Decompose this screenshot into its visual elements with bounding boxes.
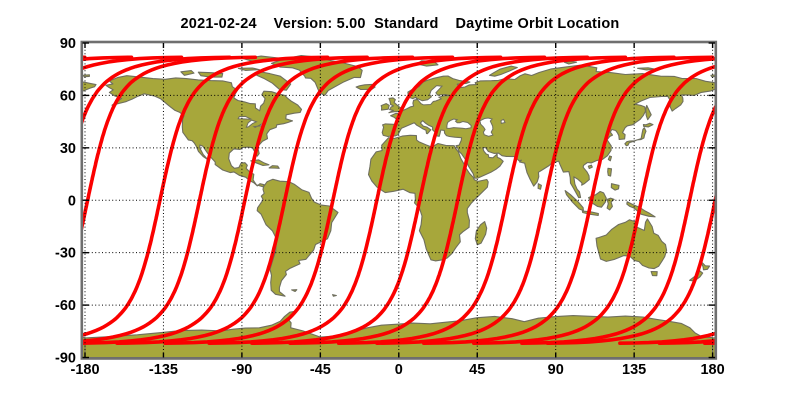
x-tick-labels: -180 -135 -90 -45 0 45 90 135 180 — [70, 362, 724, 378]
land-mindanao — [610, 183, 620, 191]
orbit-track — [163, 55, 503, 345]
sea-layer — [237, 85, 506, 137]
land-taiwan — [607, 155, 613, 162]
land-tasmania — [650, 270, 658, 277]
land-layer — [0, 55, 800, 359]
land-antarctica — [712, 337, 716, 359]
land-sakhalin — [645, 104, 652, 121]
land-luzon — [607, 167, 613, 177]
sea-black-sea — [446, 118, 472, 130]
land-sulawesi — [606, 197, 615, 211]
orbit-track — [520, 102, 716, 345]
land-new-guinea — [0, 202, 27, 217]
orbit-track — [0, 57, 46, 343]
sea-aral-sea — [500, 118, 506, 125]
x-tick-label-135: 135 — [622, 362, 646, 378]
land-new-zealand-north — [699, 259, 711, 271]
land-honshu — [0, 128, 18, 146]
orbit-track — [745, 57, 800, 343]
y-tick-label--60: -60 — [55, 298, 76, 314]
orbit-track — [703, 341, 716, 345]
land-ireland — [380, 103, 390, 111]
plot-title: 2021-02-24 Version: 5.00 Standard Daytim… — [180, 16, 620, 32]
sea-baltic-sea — [415, 85, 451, 106]
land-australia — [0, 219, 39, 269]
land-falkland-islands — [291, 289, 298, 293]
y-tick-label-30: 30 — [60, 141, 76, 157]
land-sakhalin — [18, 105, 23, 119]
y-tick-label-90: 90 — [60, 36, 76, 52]
y-tick-label--30: -30 — [55, 246, 76, 262]
land-sri-lanka — [537, 183, 542, 190]
sea-lake-michigan-huron — [245, 119, 258, 128]
orbit-track — [288, 55, 628, 345]
land-north-america — [105, 75, 303, 188]
plot-frame — [80, 40, 718, 360]
land-south-georgia — [332, 294, 337, 297]
orbit-track — [81, 55, 232, 128]
land-eurasia — [381, 64, 716, 199]
x-tick-label--180: -180 — [70, 362, 99, 378]
land-tasmania — [24, 272, 30, 276]
land-hainan — [587, 164, 593, 170]
sea-caspian-sea — [479, 117, 494, 137]
land-banks-island — [180, 70, 195, 76]
y-tick-labels: 90 60 30 0 -30 -60 -90 — [55, 36, 76, 367]
orbit-track — [250, 55, 590, 345]
orbit-track — [207, 55, 547, 345]
land-novaya-zemlya — [488, 65, 518, 77]
land-madagascar — [474, 221, 488, 246]
x-tick-label-0: 0 — [395, 362, 403, 378]
land-north-america — [734, 76, 800, 187]
orbit-track-layer — [0, 55, 800, 345]
x-tick-label--135: -135 — [149, 362, 178, 378]
land-great-britain — [388, 97, 403, 114]
x-tick-label-180: 180 — [700, 362, 724, 378]
land-new-zealand-south — [62, 271, 75, 281]
land-sumatra — [564, 190, 584, 212]
orbit-track — [336, 55, 676, 345]
x-tick-label--90: -90 — [231, 362, 252, 378]
land-new-siberian-islands — [10, 68, 28, 70]
x-tick-label-90: 90 — [548, 362, 564, 378]
orbit-track — [81, 55, 369, 344]
tick-marks — [82, 42, 716, 359]
y-tick-label--90: -90 — [55, 351, 76, 367]
land-south-america — [256, 178, 339, 297]
land-hokkaido — [642, 122, 654, 128]
y-tick-label-0: 0 — [68, 193, 76, 209]
orbit-track — [422, 56, 716, 345]
y-tick-label-60: 60 — [60, 88, 76, 104]
orbit-track — [793, 57, 800, 343]
land-honshu — [624, 127, 647, 147]
land-africa — [367, 134, 489, 262]
orbit-track — [472, 64, 716, 345]
x-tick-label--45: -45 — [310, 362, 331, 378]
map-layers — [0, 55, 800, 359]
x-tick-label-45: 45 — [469, 362, 485, 378]
land-devon-island — [237, 67, 260, 71]
orbit-track — [115, 55, 455, 345]
grid-layer — [84, 43, 714, 358]
land-hokkaido — [16, 123, 26, 127]
land-wrangel-island — [82, 74, 90, 78]
land-hispaniola — [268, 165, 280, 169]
